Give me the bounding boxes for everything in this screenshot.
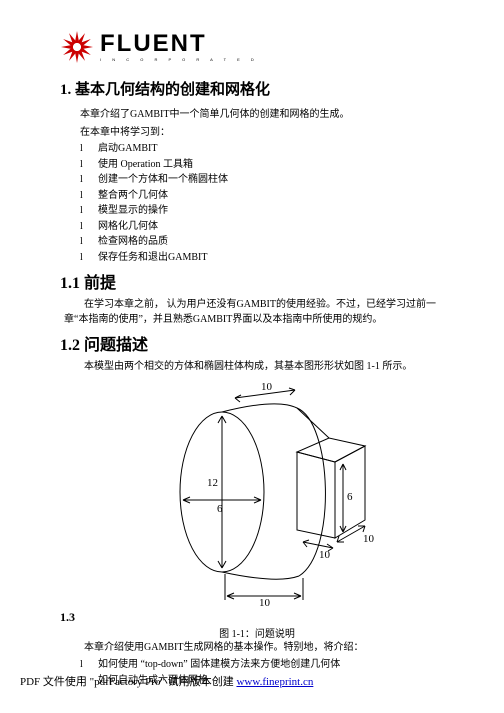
bullet-item: l保存任务和退出GAMBIT — [80, 250, 454, 266]
bullet-text: 模型显示的操作 — [98, 203, 168, 219]
logo-icon — [60, 30, 94, 64]
logo-main: FLUENT — [100, 32, 259, 56]
bullet-mark: l — [80, 157, 98, 173]
fig-label-br1: 10 — [363, 533, 375, 545]
footer-text: PDF 文件使用 "pdfFactory Pro" 试用版本创建 — [20, 676, 236, 688]
fig-label-lh: 12 — [207, 477, 218, 489]
footer: PDF 文件使用 "pdfFactory Pro" 试用版本创建 www.fin… — [20, 673, 313, 689]
fig-label-bottom: 10 — [259, 597, 271, 608]
footer-link[interactable]: www.fineprint.cn — [236, 676, 313, 688]
bullet-text: 使用 Operation 工具箱 — [98, 157, 193, 173]
logo-text: FLUENT I N C O R P O R A T E D — [100, 32, 259, 62]
bullet-text: 网格化几何体 — [98, 219, 158, 235]
bullet-text: 整合两个几何体 — [98, 188, 168, 204]
bullet-item: l检查网格的品质 — [80, 234, 454, 250]
chapter-bullets: l启动GAMBITl使用 Operation 工具箱l创建一个方体和一个椭圆柱体… — [80, 141, 454, 265]
bullet-mark: l — [80, 219, 98, 235]
bullet-mark: l — [80, 141, 98, 157]
bullet-item: l网格化几何体 — [80, 219, 454, 235]
bullet-text: 检查网格的品质 — [98, 234, 168, 250]
bullet-item: l如何使用 “top-down” 固体建模方法来方便地创建几何体 — [80, 657, 454, 673]
intro-line-2: 在本章中将学习到： — [80, 123, 454, 138]
logo-sub: I N C O R P O R A T E D — [100, 58, 259, 62]
page: FLUENT I N C O R P O R A T E D 1. 基本几何结构… — [0, 0, 504, 713]
fig-label-br2: 10 — [319, 549, 331, 561]
bullet-item: l启动GAMBIT — [80, 141, 454, 157]
bullet-mark: l — [80, 250, 98, 266]
bullet-text: 创建一个方体和一个椭圆柱体 — [98, 172, 228, 188]
section-1-1-title: 1.1 前提 — [60, 269, 454, 293]
bullet-item: l整合两个几何体 — [80, 188, 454, 204]
bullet-mark: l — [80, 657, 98, 673]
bullet-text: 如何使用 “top-down” 固体建模方法来方便地创建几何体 — [98, 657, 340, 673]
bullet-item: l创建一个方体和一个椭圆柱体 — [80, 172, 454, 188]
figure-svg: 10 12 6 6 10 10 10 — [127, 382, 387, 608]
bullet-text: 保存任务和退出GAMBIT — [98, 250, 207, 266]
bullet-mark: l — [80, 172, 98, 188]
intro-line-1: 本章介绍了GAMBIT中一个简单几何体的创建和网格的生成。 — [80, 105, 454, 120]
bullet-item: l模型显示的操作 — [80, 203, 454, 219]
logo: FLUENT I N C O R P O R A T E D — [60, 30, 454, 64]
fig-label-rh: 6 — [347, 491, 353, 503]
bullet-item: l使用 Operation 工具箱 — [80, 157, 454, 173]
section-1-3-para: 本章介绍使用GAMBIT生成网格的基本操作。特别地，将介绍： — [64, 640, 454, 655]
fig-label-lw: 6 — [217, 503, 223, 515]
bullet-text: 启动GAMBIT — [98, 141, 157, 157]
section-1-2-para: 本模型由两个相交的方体和椭圆柱体构成，其基本图形形状如图 1-1 所示。 — [64, 359, 454, 374]
bullet-mark: l — [80, 234, 98, 250]
chapter-title: 1. 基本几何结构的创建和网格化 — [60, 78, 454, 99]
section-1-1-para: 在学习本章之前， 认为用户还没有GAMBIT的使用经验。不过，已经学习过前一章“… — [64, 297, 454, 327]
figure-1-1: 10 12 6 6 10 10 10 — [60, 382, 454, 608]
section-1-2-title: 1.2 问题描述 — [60, 331, 454, 355]
figure-caption: 图 1-1：问题说明 — [60, 625, 454, 640]
fig-label-top: 10 — [261, 382, 273, 393]
bullet-mark: l — [80, 188, 98, 204]
bullet-mark: l — [80, 203, 98, 219]
section-1-3-title: 1.3 — [60, 610, 454, 625]
